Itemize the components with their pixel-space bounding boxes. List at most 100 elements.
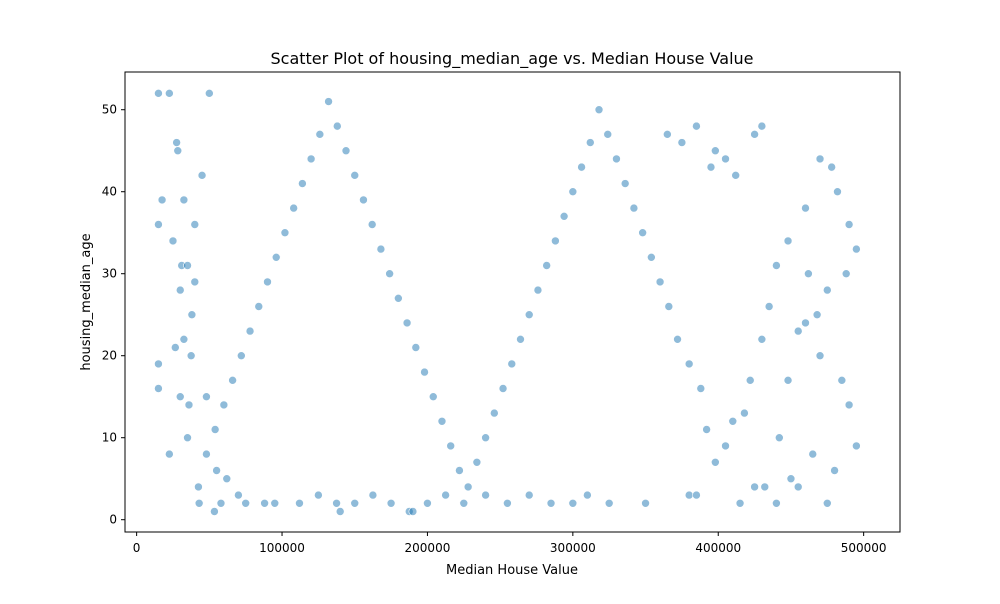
data-point	[254, 302, 264, 311]
x-tick-label: 0	[133, 541, 141, 555]
data-point	[551, 236, 560, 246]
data-point	[852, 244, 861, 254]
data-point	[423, 498, 432, 508]
data-point	[721, 154, 730, 164]
data-point	[793, 326, 803, 336]
data-point	[524, 490, 534, 500]
data-point	[411, 343, 421, 352]
data-point	[808, 449, 818, 459]
y-axis: 0 10 20 30 40 50	[102, 103, 125, 527]
data-point	[289, 203, 298, 213]
y-tick-label: 50	[102, 103, 117, 117]
data-point	[157, 195, 167, 205]
data-point	[568, 498, 578, 508]
data-point	[332, 498, 341, 508]
data-point	[546, 498, 556, 508]
data-point	[844, 400, 854, 410]
data-point	[446, 441, 456, 451]
data-point	[332, 121, 342, 131]
data-point	[533, 285, 543, 295]
data-point	[760, 482, 770, 492]
data-point	[298, 179, 307, 188]
data-point	[183, 261, 192, 270]
data-point	[638, 228, 647, 238]
data-point	[197, 171, 207, 180]
data-point	[783, 376, 793, 385]
data-point	[507, 359, 517, 369]
data-point	[542, 261, 551, 270]
data-point	[641, 498, 650, 508]
data-point	[168, 236, 178, 246]
data-point	[270, 498, 280, 508]
data-point	[684, 490, 694, 500]
data-point	[210, 507, 219, 516]
data-point	[775, 433, 784, 443]
data-point	[216, 498, 226, 508]
data-point	[801, 318, 810, 328]
data-point	[583, 490, 592, 500]
data-point	[815, 351, 825, 361]
data-point	[350, 498, 360, 508]
data-point	[179, 195, 189, 205]
data-point	[228, 376, 237, 385]
x-tick-label: 400000	[695, 541, 741, 555]
data-point	[837, 376, 847, 385]
data-point	[577, 162, 586, 172]
data-point	[801, 203, 810, 213]
data-point	[711, 146, 720, 156]
data-point	[812, 310, 822, 320]
data-point	[154, 89, 163, 98]
data-point	[260, 498, 269, 508]
data-point	[172, 138, 181, 147]
data-point	[385, 269, 394, 279]
data-point	[844, 220, 854, 229]
data-point	[822, 285, 832, 295]
data-point	[764, 302, 774, 311]
data-point	[692, 490, 701, 500]
data-point	[175, 392, 185, 402]
data-point	[750, 482, 759, 492]
data-point	[173, 146, 183, 156]
data-point	[603, 130, 613, 139]
data-point	[175, 285, 185, 295]
data-point	[841, 269, 851, 279]
data-point	[367, 220, 377, 229]
data-point	[740, 408, 749, 418]
data-point	[428, 392, 438, 402]
data-point	[783, 236, 793, 246]
data-point	[772, 498, 781, 508]
data-point	[234, 490, 243, 500]
data-point	[190, 277, 200, 287]
data-point	[772, 261, 781, 270]
data-point	[731, 171, 740, 180]
data-point	[833, 187, 842, 197]
data-point	[186, 351, 196, 361]
data-point	[673, 335, 682, 344]
data-point	[350, 171, 360, 180]
data-point	[386, 498, 396, 508]
x-tick-label: 500000	[841, 541, 887, 555]
data-point	[706, 162, 716, 172]
data-point	[190, 220, 200, 229]
data-point	[306, 154, 316, 164]
data-point	[786, 474, 796, 484]
data-point	[187, 310, 197, 320]
data-point	[692, 121, 701, 131]
data-point	[212, 466, 221, 475]
x-axis-label: Median House Value	[446, 563, 578, 578]
data-point	[359, 195, 368, 205]
y-tick-label: 20	[102, 349, 117, 363]
data-point	[750, 130, 759, 139]
data-point	[394, 294, 403, 303]
data-point	[594, 105, 604, 115]
data-point	[503, 498, 512, 508]
data-point	[663, 130, 672, 139]
data-point	[620, 179, 630, 188]
data-point	[280, 228, 290, 238]
data-point	[568, 187, 578, 197]
y-tick-label: 30	[102, 267, 117, 281]
data-point	[237, 351, 246, 361]
data-point	[559, 212, 569, 221]
